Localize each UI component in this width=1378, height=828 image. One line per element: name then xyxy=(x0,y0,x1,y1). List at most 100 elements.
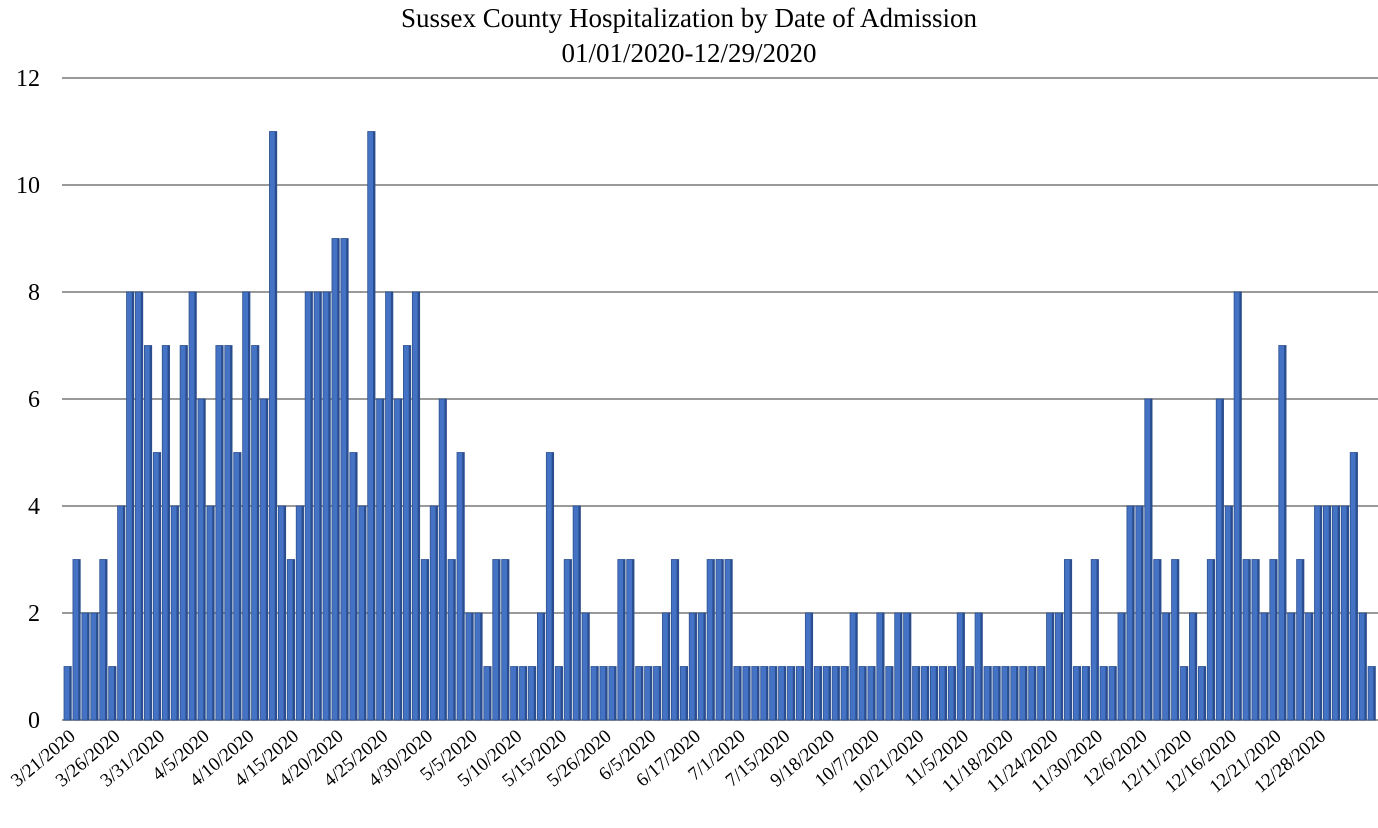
bar-shade xyxy=(882,613,885,720)
bar-shade xyxy=(819,666,822,720)
bar-shade xyxy=(587,613,590,720)
bar-shade xyxy=(417,292,420,720)
bar-shade xyxy=(792,666,795,720)
bar-shade xyxy=(265,399,268,720)
bar-shade xyxy=(1176,559,1179,720)
bar-shade xyxy=(1078,666,1081,720)
bar xyxy=(72,559,81,721)
bar-shade xyxy=(971,666,974,720)
bar-shade xyxy=(506,559,509,720)
bar-shade xyxy=(998,666,1001,720)
bar-shade xyxy=(301,506,304,720)
bar-shade xyxy=(649,666,652,720)
bar-shade xyxy=(864,666,867,720)
bar-shade xyxy=(426,559,429,720)
bar-shade xyxy=(381,399,384,720)
bar xyxy=(197,398,206,721)
bar-shade xyxy=(1275,559,1278,720)
bar-shade xyxy=(1346,506,1349,720)
bar-shade xyxy=(569,559,572,720)
bar-shade xyxy=(658,666,661,720)
bar-shade xyxy=(194,292,197,720)
y-tick-label: 0 xyxy=(28,708,40,734)
bar-shade xyxy=(113,666,116,720)
bar xyxy=(679,666,689,721)
y-tick-label: 8 xyxy=(28,280,40,306)
bar-shade xyxy=(596,666,599,720)
bar-shade xyxy=(435,506,438,720)
bar-shade xyxy=(399,399,402,720)
bar-shade xyxy=(623,559,626,720)
bar-shade xyxy=(167,345,170,720)
bar-shade xyxy=(256,345,259,720)
bar-shade xyxy=(855,613,858,720)
chart-title: Sussex County Hospitalization by Date of… xyxy=(401,3,977,33)
bar-shade xyxy=(319,292,322,720)
bar-shade xyxy=(1150,399,1153,720)
bar-shade xyxy=(283,506,286,720)
bar-shade xyxy=(1114,666,1117,720)
bar-shade xyxy=(712,559,715,720)
bar-shade xyxy=(87,613,90,720)
bar-shade xyxy=(1364,613,1367,720)
bar-shade xyxy=(274,131,277,720)
bar-shade xyxy=(1069,559,1072,720)
bar-shade xyxy=(1087,666,1090,720)
bar-shade xyxy=(944,666,947,720)
bar-shade xyxy=(730,559,733,720)
bar-shade xyxy=(310,292,313,720)
bar-shade xyxy=(891,666,894,720)
bar-shade xyxy=(846,666,849,720)
bar-shade xyxy=(444,399,447,720)
bar-shade xyxy=(676,559,679,720)
bar-shade xyxy=(774,666,777,720)
bar-shade xyxy=(632,559,635,720)
bar-shade xyxy=(1203,666,1206,720)
bar-shade xyxy=(364,506,367,720)
bar-shade xyxy=(1025,666,1028,720)
bar-shade xyxy=(131,292,134,720)
bar-shade xyxy=(69,666,72,720)
bar-shade xyxy=(1016,666,1019,720)
bar-shade xyxy=(1248,559,1251,720)
chart-subtitle: 01/01/2020-12/29/2020 xyxy=(561,38,817,68)
bar-shade xyxy=(828,666,831,720)
bar-shade xyxy=(489,666,492,720)
bar-shade xyxy=(524,666,527,720)
bar-shade xyxy=(1319,506,1322,720)
y-tick-label: 4 xyxy=(28,494,40,520)
bar-shade xyxy=(149,345,152,720)
bar-shade xyxy=(471,613,474,720)
bar-shade xyxy=(766,666,769,720)
bar-shade xyxy=(1033,666,1036,720)
bar-shade xyxy=(1266,613,1269,720)
bar-shade xyxy=(1355,452,1358,720)
bar-shade xyxy=(212,506,215,720)
bar-shade xyxy=(337,238,340,720)
bar-shade xyxy=(122,506,125,720)
bar-shade xyxy=(78,559,81,720)
bar-shade xyxy=(96,613,99,720)
bar-shade xyxy=(1132,506,1135,720)
bar-shade xyxy=(917,666,920,720)
bar-shade xyxy=(1301,559,1304,720)
bar-shade xyxy=(837,666,840,720)
bar-shade xyxy=(640,666,643,720)
bar-shade xyxy=(1221,399,1224,720)
bar-shade xyxy=(1194,613,1197,720)
bar-shade xyxy=(328,292,331,720)
bar-shade xyxy=(158,452,161,720)
bar-shade xyxy=(1167,613,1170,720)
bar-shade xyxy=(453,559,456,720)
bar-shade xyxy=(953,666,956,720)
y-tick-label: 2 xyxy=(28,601,40,627)
bar-shade xyxy=(989,666,992,720)
bar-shade xyxy=(292,559,295,720)
bar-shade xyxy=(346,238,349,720)
bar-shade xyxy=(1060,613,1063,720)
y-tick-label: 6 xyxy=(28,387,40,413)
bar-shade xyxy=(1123,613,1126,720)
bar-shade xyxy=(739,666,742,720)
